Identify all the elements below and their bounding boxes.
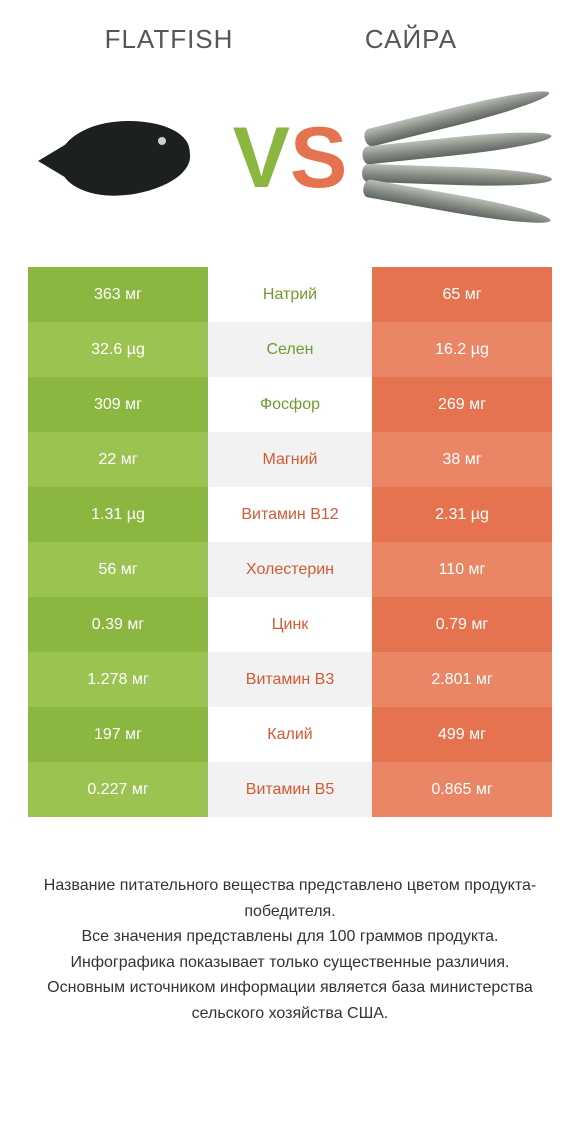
nutrient-label: Калий xyxy=(208,707,372,762)
value-right: 16.2 µg xyxy=(372,322,552,377)
value-left: 1.278 мг xyxy=(28,652,208,707)
value-right: 110 мг xyxy=(372,542,552,597)
nutrient-label: Селен xyxy=(208,322,372,377)
table-row: 22 мгМагний38 мг xyxy=(28,432,552,487)
footer-line: Название питательного вещества представл… xyxy=(32,873,548,924)
nutrient-label: Витамин B5 xyxy=(208,762,372,817)
nutrient-label: Магний xyxy=(208,432,372,487)
footer-line: Инфографика показывает только существенн… xyxy=(32,950,548,976)
value-right: 65 мг xyxy=(372,267,552,322)
nutrient-label: Витамин B12 xyxy=(208,487,372,542)
value-left: 1.31 µg xyxy=(28,487,208,542)
nutrient-label: Витамин B3 xyxy=(208,652,372,707)
value-right: 269 мг xyxy=(372,377,552,432)
nutrient-label: Натрий xyxy=(208,267,372,322)
value-right: 2.801 мг xyxy=(372,652,552,707)
table-row: 0.227 мгВитамин B50.865 мг xyxy=(28,762,552,817)
title-right: САЙРА xyxy=(290,24,532,55)
flatfish-image xyxy=(28,103,218,213)
nutrient-label: Фосфор xyxy=(208,377,372,432)
value-right: 499 мг xyxy=(372,707,552,762)
table-row: 197 мгКалий499 мг xyxy=(28,707,552,762)
footer-line: Все значения представлены для 100 граммо… xyxy=(32,924,548,950)
vs-v: V xyxy=(233,110,290,206)
footer-line: Основным источником информации является … xyxy=(32,975,548,1026)
value-right: 38 мг xyxy=(372,432,552,487)
nutrient-label: Цинк xyxy=(208,597,372,652)
vs-label: VS xyxy=(230,115,350,201)
footer-note: Название питательного вещества представл… xyxy=(28,873,552,1027)
table-row: 56 мгХолестерин110 мг xyxy=(28,542,552,597)
value-left: 22 мг xyxy=(28,432,208,487)
comparison-table: 363 мгНатрий65 мг32.6 µgСелен16.2 µg309 … xyxy=(28,267,552,817)
saira-image xyxy=(362,93,552,223)
title-row: FLATFISH САЙРА xyxy=(28,24,552,63)
table-row: 363 мгНатрий65 мг xyxy=(28,267,552,322)
value-left: 0.227 мг xyxy=(28,762,208,817)
value-left: 197 мг xyxy=(28,707,208,762)
value-left: 363 мг xyxy=(28,267,208,322)
value-left: 0.39 мг xyxy=(28,597,208,652)
vs-s: S xyxy=(290,110,347,206)
table-row: 309 мгФосфор269 мг xyxy=(28,377,552,432)
table-row: 1.31 µgВитамин B122.31 µg xyxy=(28,487,552,542)
value-right: 0.79 мг xyxy=(372,597,552,652)
table-row: 0.39 мгЦинк0.79 мг xyxy=(28,597,552,652)
title-left: FLATFISH xyxy=(48,24,290,55)
value-right: 0.865 мг xyxy=(372,762,552,817)
value-right: 2.31 µg xyxy=(372,487,552,542)
table-row: 1.278 мгВитамин B32.801 мг xyxy=(28,652,552,707)
hero-row: VS xyxy=(28,73,552,243)
value-left: 309 мг xyxy=(28,377,208,432)
table-row: 32.6 µgСелен16.2 µg xyxy=(28,322,552,377)
nutrient-label: Холестерин xyxy=(208,542,372,597)
value-left: 56 мг xyxy=(28,542,208,597)
value-left: 32.6 µg xyxy=(28,322,208,377)
